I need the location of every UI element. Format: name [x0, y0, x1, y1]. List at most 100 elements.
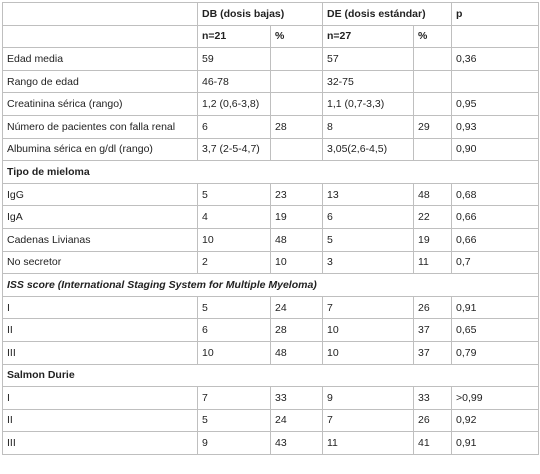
cell: 6: [197, 114, 271, 139]
cell: 11: [322, 431, 414, 455]
cell: 57: [322, 47, 414, 71]
group-header: DB (dosis bajas): [197, 2, 323, 26]
header-row: DB (dosis bajas) DE (dosis estándar) p: [2, 2, 540, 26]
cell: 2: [197, 250, 271, 275]
data-row: Creatinina sérica (rango) 1,2 (0,6-3,8) 1,…: [2, 92, 540, 116]
section-title: ISS score (International Staging System …: [1, 273, 540, 297]
cell: 24: [270, 295, 323, 320]
cell: 9: [197, 431, 271, 455]
cell: 37: [412, 318, 453, 342]
header-cell: [2, 2, 198, 26]
cell: 10: [197, 227, 271, 252]
group-header: DE (dosis estándar): [321, 2, 453, 26]
subheader-cell: %: [270, 24, 323, 49]
cell: IgA: [2, 205, 198, 229]
cell: 1,2 (0,6-3,8): [197, 92, 271, 116]
cell: 0,66: [451, 227, 540, 252]
cell: [412, 47, 453, 71]
cell: 7: [322, 295, 414, 320]
cell: 48: [270, 340, 323, 365]
cell: 0,65: [451, 318, 540, 342]
data-row: No secretor 2 10 3 11 0,7: [2, 250, 540, 275]
cell: 33: [412, 386, 453, 410]
data-row: I 5 24 7 26 0,91: [2, 295, 540, 320]
cell: 24: [270, 408, 323, 433]
cell: 6: [322, 205, 414, 229]
cell: Rango de edad: [2, 69, 198, 94]
subheader-cell: n=21: [197, 24, 271, 49]
cell: 0,93: [451, 114, 540, 139]
data-row: III 10 48 10 37 0,79: [2, 340, 540, 365]
cell: 4: [197, 205, 271, 229]
data-row: IgG 5 23 13 48 0,68: [2, 182, 540, 207]
header-cell: p: [451, 2, 540, 26]
cell: I: [2, 386, 198, 410]
cell: III: [2, 431, 198, 455]
subheader-cell: %: [412, 24, 453, 49]
section-title: Tipo de mieloma: [1, 160, 540, 184]
cell: 28: [270, 114, 323, 139]
cell: 10: [322, 340, 414, 365]
cell: [270, 69, 323, 94]
data-row: Número de pacientes con falla renal 6 28 8 2…: [2, 114, 540, 139]
cell: 10: [270, 250, 323, 275]
cell: 19: [412, 227, 453, 252]
cell: 13: [322, 182, 414, 207]
cell: 26: [412, 408, 453, 433]
cell: 9: [322, 386, 414, 410]
cell: 48: [270, 227, 323, 252]
cell: 33: [270, 386, 323, 410]
cell: 5: [197, 408, 271, 433]
cell: II: [2, 408, 198, 433]
cell: 8: [322, 114, 414, 139]
cell: 41: [412, 431, 453, 455]
cell: 0,95: [451, 92, 540, 116]
cell: Cadenas Livianas: [2, 227, 198, 252]
cell: IgG: [2, 182, 198, 207]
cell: [270, 47, 323, 71]
cell: I: [2, 295, 198, 320]
data-row: Cadenas Livianas 10 48 5 19 0,66: [2, 227, 540, 252]
cell: 0,68: [451, 182, 540, 207]
cell: 10: [322, 318, 414, 342]
cell: 59: [197, 47, 271, 71]
cell: [270, 92, 323, 116]
cell: III: [2, 340, 198, 365]
cell: Edad media: [2, 47, 198, 71]
cell: 3: [322, 250, 414, 275]
table-body: DB (dosis bajas) DE (dosis estándar) p n=21…: [1, 2, 540, 455]
header-cell: [451, 24, 540, 49]
cell: 0,79: [451, 340, 540, 365]
data-row: Edad media 59 57 0,36: [2, 47, 540, 71]
cell: 0,90: [451, 137, 540, 162]
cell: 0,91: [451, 431, 540, 455]
cell: 5: [197, 182, 271, 207]
cell: 0,66: [451, 205, 540, 229]
data-row: IgA 4 19 6 22 0,66: [2, 205, 540, 229]
section-row: Salmon Durie: [1, 363, 540, 388]
cell: 11: [412, 250, 453, 275]
cell: 46-78: [197, 69, 271, 94]
cell: II: [2, 318, 198, 342]
data-row: I 7 33 9 33 >0,99: [2, 386, 540, 410]
results-table: DB (dosis bajas) DE (dosis estándar) p n=21…: [1, 2, 540, 455]
cell: 28: [270, 318, 323, 342]
cell: 29: [412, 114, 453, 139]
cell: 32-75: [322, 69, 414, 94]
cell: 0,92: [451, 408, 540, 433]
cell: 43: [270, 431, 323, 455]
cell: 1,1 (0,7-3,3): [322, 92, 414, 116]
cell: 10: [197, 340, 271, 365]
cell: Creatinina sérica (rango): [2, 92, 198, 116]
cell: 6: [197, 318, 271, 342]
data-row: Albumina sérica en g/dl (rango) 3,7 (2-5-…: [2, 137, 540, 162]
cell: [412, 92, 453, 116]
cell: [270, 137, 323, 162]
cell: Albumina sérica en g/dl (rango): [2, 137, 198, 162]
cell: 19: [270, 205, 323, 229]
cell: [412, 137, 453, 162]
cell: Número de pacientes con falla renal: [2, 114, 198, 139]
cell: 0,91: [451, 295, 540, 320]
data-row: III 9 43 11 41 0,91: [2, 431, 540, 455]
